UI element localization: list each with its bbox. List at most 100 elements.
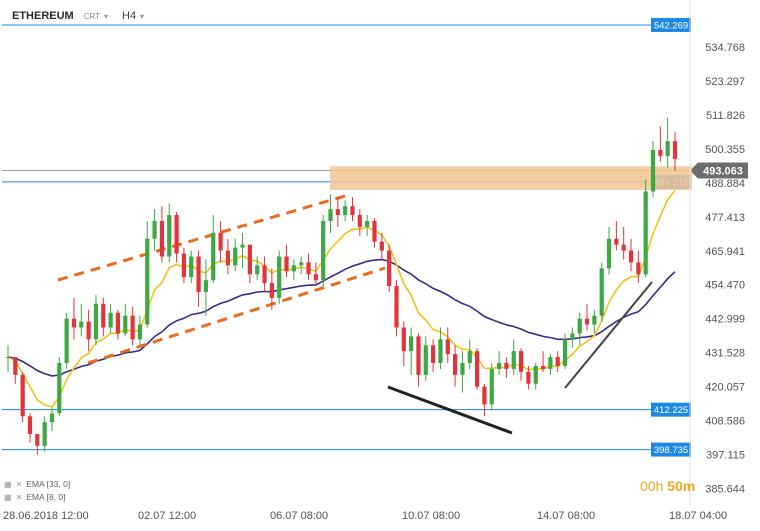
candle-body [115,312,121,334]
candle-body [86,321,91,340]
y-tick-label: 534.768 [705,42,745,54]
timeframe-label[interactable]: H4 [122,10,137,22]
y-tick-label: 408.586 [705,415,745,427]
settings-icon[interactable]: ▦ [4,479,12,489]
settings-icon[interactable]: ▦ [4,492,12,502]
candle-countdown: 00h 50m [640,478,695,494]
supply-zone [330,166,692,190]
candle-body [570,333,575,340]
candle-body [614,238,619,245]
candle-body [599,268,604,316]
level-tag [651,402,691,417]
candle-body [284,256,289,272]
candle-body [365,221,370,227]
candle-body [636,262,641,275]
symbol-label[interactable]: ETHEREUM [12,10,74,22]
candle-body [518,351,524,372]
y-tick-label: 523.297 [705,76,745,88]
chevron-down-icon[interactable]: ▾ [104,11,109,21]
level-tag-label: 398.735 [654,445,688,456]
candle-body [262,265,267,284]
candle-body [174,215,179,254]
candle-body [108,312,113,328]
chart-header: ETHEREUM CRT ▾ H4 ▾ [12,6,158,26]
ema-slow-line [7,258,676,377]
candle-body [453,354,458,375]
candle-body [533,365,538,384]
candle-body [57,363,62,414]
candle-body [467,351,472,363]
chart-type-label[interactable]: CRT [83,11,101,21]
x-tick-label: 14.07 08:00 [537,510,595,522]
candle-body [592,315,597,325]
current-price-tag [690,162,748,179]
candle-body [20,374,25,417]
level-tag [651,17,691,32]
candle-body [203,280,209,292]
candle-body [233,247,238,266]
indicator-label: EMA [8, 0] [26,492,66,502]
candle-body [496,363,502,369]
x-tick-label: 18.07 04:00 [669,510,727,522]
candle-body [548,357,553,369]
candle-body [152,221,157,239]
close-icon[interactable]: ✕ [15,492,23,502]
candle-body [306,262,311,275]
candle-body [218,232,223,251]
level-tag-label: 542.269 [654,20,688,31]
x-tick-label: 10.07 08:00 [402,510,460,522]
uptrend-line [564,281,653,389]
countdown-hours: 00h [640,478,664,494]
candle-body [489,368,494,405]
candles [5,117,678,455]
candle-body [189,256,194,278]
candle-body [643,191,648,275]
indicator-row[interactable]: ▦ ✕ EMA [33, 0] [4,479,70,489]
candle-body [431,345,436,363]
ema-slow-layer [7,258,676,377]
y-tick-label: 442.999 [705,314,745,326]
candle-body [79,321,84,328]
candle-body [511,351,516,369]
candle-body [438,339,443,363]
candle-body [247,244,252,275]
candle-body [93,303,99,340]
candle-body [350,206,355,216]
candle-body [584,318,590,325]
candle-body [64,318,69,363]
y-tick-label: 488.884 [705,178,745,190]
candle-body [5,357,11,359]
support-line [387,385,513,435]
y-tick-label: 431.528 [705,348,745,360]
candle-body [482,386,487,405]
candle-body [277,256,282,298]
candle-body [71,318,77,328]
candle-body [328,209,333,221]
candle-body [101,303,106,328]
indicator-row[interactable]: ▦ ✕ EMA [8, 0] [4,492,65,502]
countdown-minutes: 50m [667,478,696,494]
candle-body [650,150,656,192]
y-tick-label: 465.941 [705,246,745,258]
y-tick-label: 454.470 [705,280,745,292]
candle-body [409,336,414,352]
close-icon[interactable]: ✕ [15,479,23,489]
candle-body [159,221,165,257]
y-tick-label: 420.057 [705,381,745,393]
candle-body [240,244,245,248]
candle-body [504,363,509,369]
candle-body [181,253,187,278]
candle-body [343,206,348,216]
candle-body [387,250,392,287]
level-tag [651,442,691,457]
candle-body [269,283,274,298]
candle-body [130,315,135,340]
candle-body [628,250,634,263]
candle-body [372,221,377,242]
y-tick-label: 511.826 [706,110,745,122]
chevron-down-icon[interactable]: ▾ [140,11,145,21]
candle-body [416,336,421,375]
